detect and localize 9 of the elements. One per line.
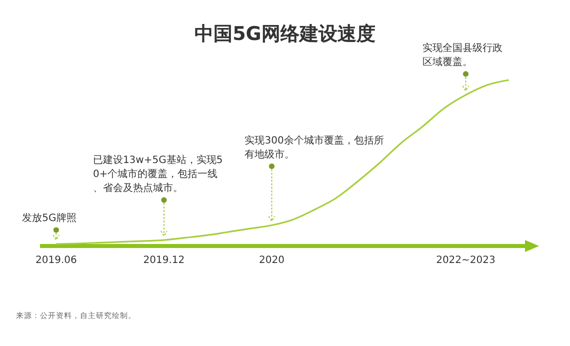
annotation: 已建设13w+5G基站，实现50+个城市的覆盖，包括一线、省会及热点城市。 bbox=[92, 154, 223, 194]
x-tick-label: 2019.06 bbox=[35, 255, 77, 266]
annotation: 发放5G牌照 bbox=[22, 212, 76, 224]
annotation: 实现300余个城市覆盖，包括所有地级市。 bbox=[244, 134, 384, 160]
annotation: 实现全国县级行政区域覆盖。 bbox=[422, 42, 503, 68]
x-tick-label: 2020 bbox=[258, 255, 284, 266]
chart-title: 中国5G网络建设速度 bbox=[194, 23, 376, 45]
x-tick-label: 2019.12 bbox=[143, 255, 185, 266]
x-tick-label: 2022~2023 bbox=[436, 255, 496, 266]
